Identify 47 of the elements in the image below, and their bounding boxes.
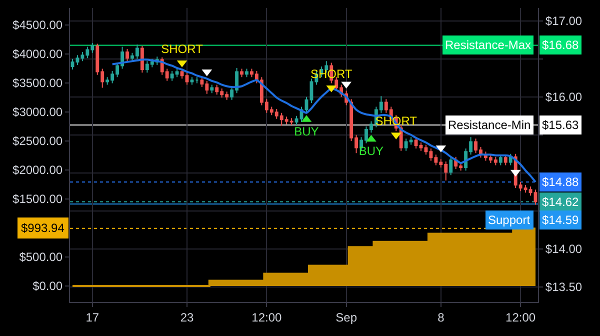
candlestick [190, 76, 194, 86]
text: $14.59 [542, 213, 580, 227]
candlestick [195, 76, 199, 84]
y2-tick-label: $1500.00 [12, 192, 63, 206]
candlestick [419, 142, 423, 152]
x-tick-label: 17 [86, 310, 100, 324]
y2-tick-label: $0.00 [32, 279, 63, 294]
legend-label: Support [488, 213, 531, 227]
candlestick [185, 72, 189, 86]
candlestick [140, 45, 144, 74]
candlestick [304, 96, 308, 114]
y-tick-label: $14.00 [545, 242, 582, 256]
candlestick [414, 136, 418, 150]
y-tick-label: $13.50 [545, 280, 582, 294]
candlestick [210, 84, 214, 94]
candlestick [245, 68, 248, 78]
candlestick [504, 154, 508, 166]
y-tick-label: $17.00 [545, 14, 582, 28]
y2-tick-label: $3500.00 [12, 76, 63, 90]
x-tick-label: Sep [336, 310, 358, 324]
candlestick [126, 48, 129, 62]
candlestick [449, 156, 453, 176]
line-series [111, 58, 537, 183]
text: BUY [358, 144, 384, 158]
y-tick-label: $16.68 [542, 38, 580, 52]
x-tick-label: 12:00 [506, 310, 536, 324]
x-tick-label: 12:00 [252, 310, 282, 324]
x-tick-label: 23 [180, 310, 194, 324]
y2-tick-label: $3000.00 [12, 105, 63, 120]
ref-line-label: Resistance-Max [445, 38, 532, 52]
series-label: SHORT [161, 42, 204, 56]
y-tick-label: $14.88 [542, 175, 580, 189]
y-tick-label: $16.00 [545, 90, 582, 104]
y-tick-label: $14.62 [542, 195, 580, 209]
y2-tick-label: $4000.00 [12, 47, 63, 62]
candlestick [240, 68, 244, 78]
ref-line-label: Resistance-Min [448, 118, 531, 132]
y2-tick-label: $500.00 [19, 250, 63, 264]
x-tick-label: 8 [438, 310, 445, 324]
y-tick-label: $15.63 [542, 118, 580, 132]
y2-tick-label: $2500.00 [12, 134, 63, 148]
y2-tick-label: $4500.00 [12, 18, 63, 32]
series-label: BUY [294, 124, 319, 138]
candlestick [70, 58, 74, 70]
candlestick [498, 154, 502, 166]
y2-tick-label: $993.94 [21, 221, 65, 235]
y2-tick-label: $2000.00 [12, 163, 63, 178]
